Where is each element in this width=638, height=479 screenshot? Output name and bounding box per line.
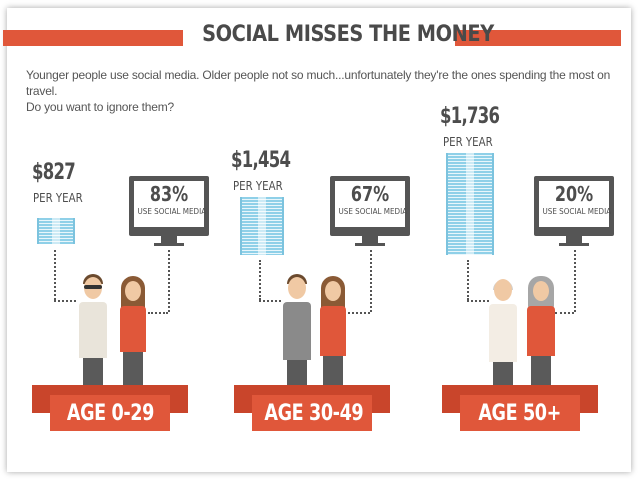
connector-line: [54, 250, 56, 300]
social-media-percent: 67%: [350, 182, 390, 206]
social-media-percent: 20%: [554, 182, 594, 206]
intro-line-2: Do you want to ignore them?: [26, 100, 175, 114]
connector-line: [168, 250, 170, 312]
amount-label: $1,454: [231, 148, 291, 173]
age-ribbon: AGE 30-49: [252, 395, 372, 431]
connector-line: [259, 260, 261, 300]
monitor-icon: 83% USE SOCIAL MEDIA: [129, 176, 209, 236]
per-year-label: PER YEAR: [233, 179, 283, 193]
title-bar-left: [3, 30, 183, 46]
money-stack-icon: [240, 197, 284, 255]
use-social-media-label: USE SOCIAL MEDIA: [137, 207, 207, 216]
infographic-title: SOCIAL MISSES THE MONEY: [202, 22, 494, 47]
amount-label: $827: [32, 160, 76, 185]
use-social-media-label: USE SOCIAL MEDIA: [338, 207, 408, 216]
monitor-icon: 67% USE SOCIAL MEDIA: [330, 176, 410, 236]
intro-text: Younger people use social media. Older p…: [26, 67, 626, 115]
per-year-label: PER YEAR: [443, 135, 493, 149]
per-year-label: PER YEAR: [33, 191, 83, 205]
age-label: AGE 0-29: [66, 401, 154, 426]
age-ribbon: AGE 0-29: [50, 395, 170, 431]
intro-line-1: Younger people use social media. Older p…: [26, 68, 611, 98]
age-label: AGE 30-49: [264, 401, 364, 426]
connector-line: [370, 250, 372, 312]
title-bar-right: [455, 30, 621, 46]
connector-line: [467, 260, 469, 300]
connector-line: [574, 250, 576, 312]
use-social-media-label: USE SOCIAL MEDIA: [542, 207, 612, 216]
money-stack-icon: [37, 218, 75, 244]
age-label: AGE 50+: [478, 401, 562, 426]
social-media-percent: 83%: [149, 182, 189, 206]
amount-label: $1,736: [440, 104, 500, 129]
monitor-icon: 20% USE SOCIAL MEDIA: [534, 176, 614, 236]
money-stack-icon: [446, 153, 494, 255]
age-ribbon: AGE 50+: [460, 395, 580, 431]
